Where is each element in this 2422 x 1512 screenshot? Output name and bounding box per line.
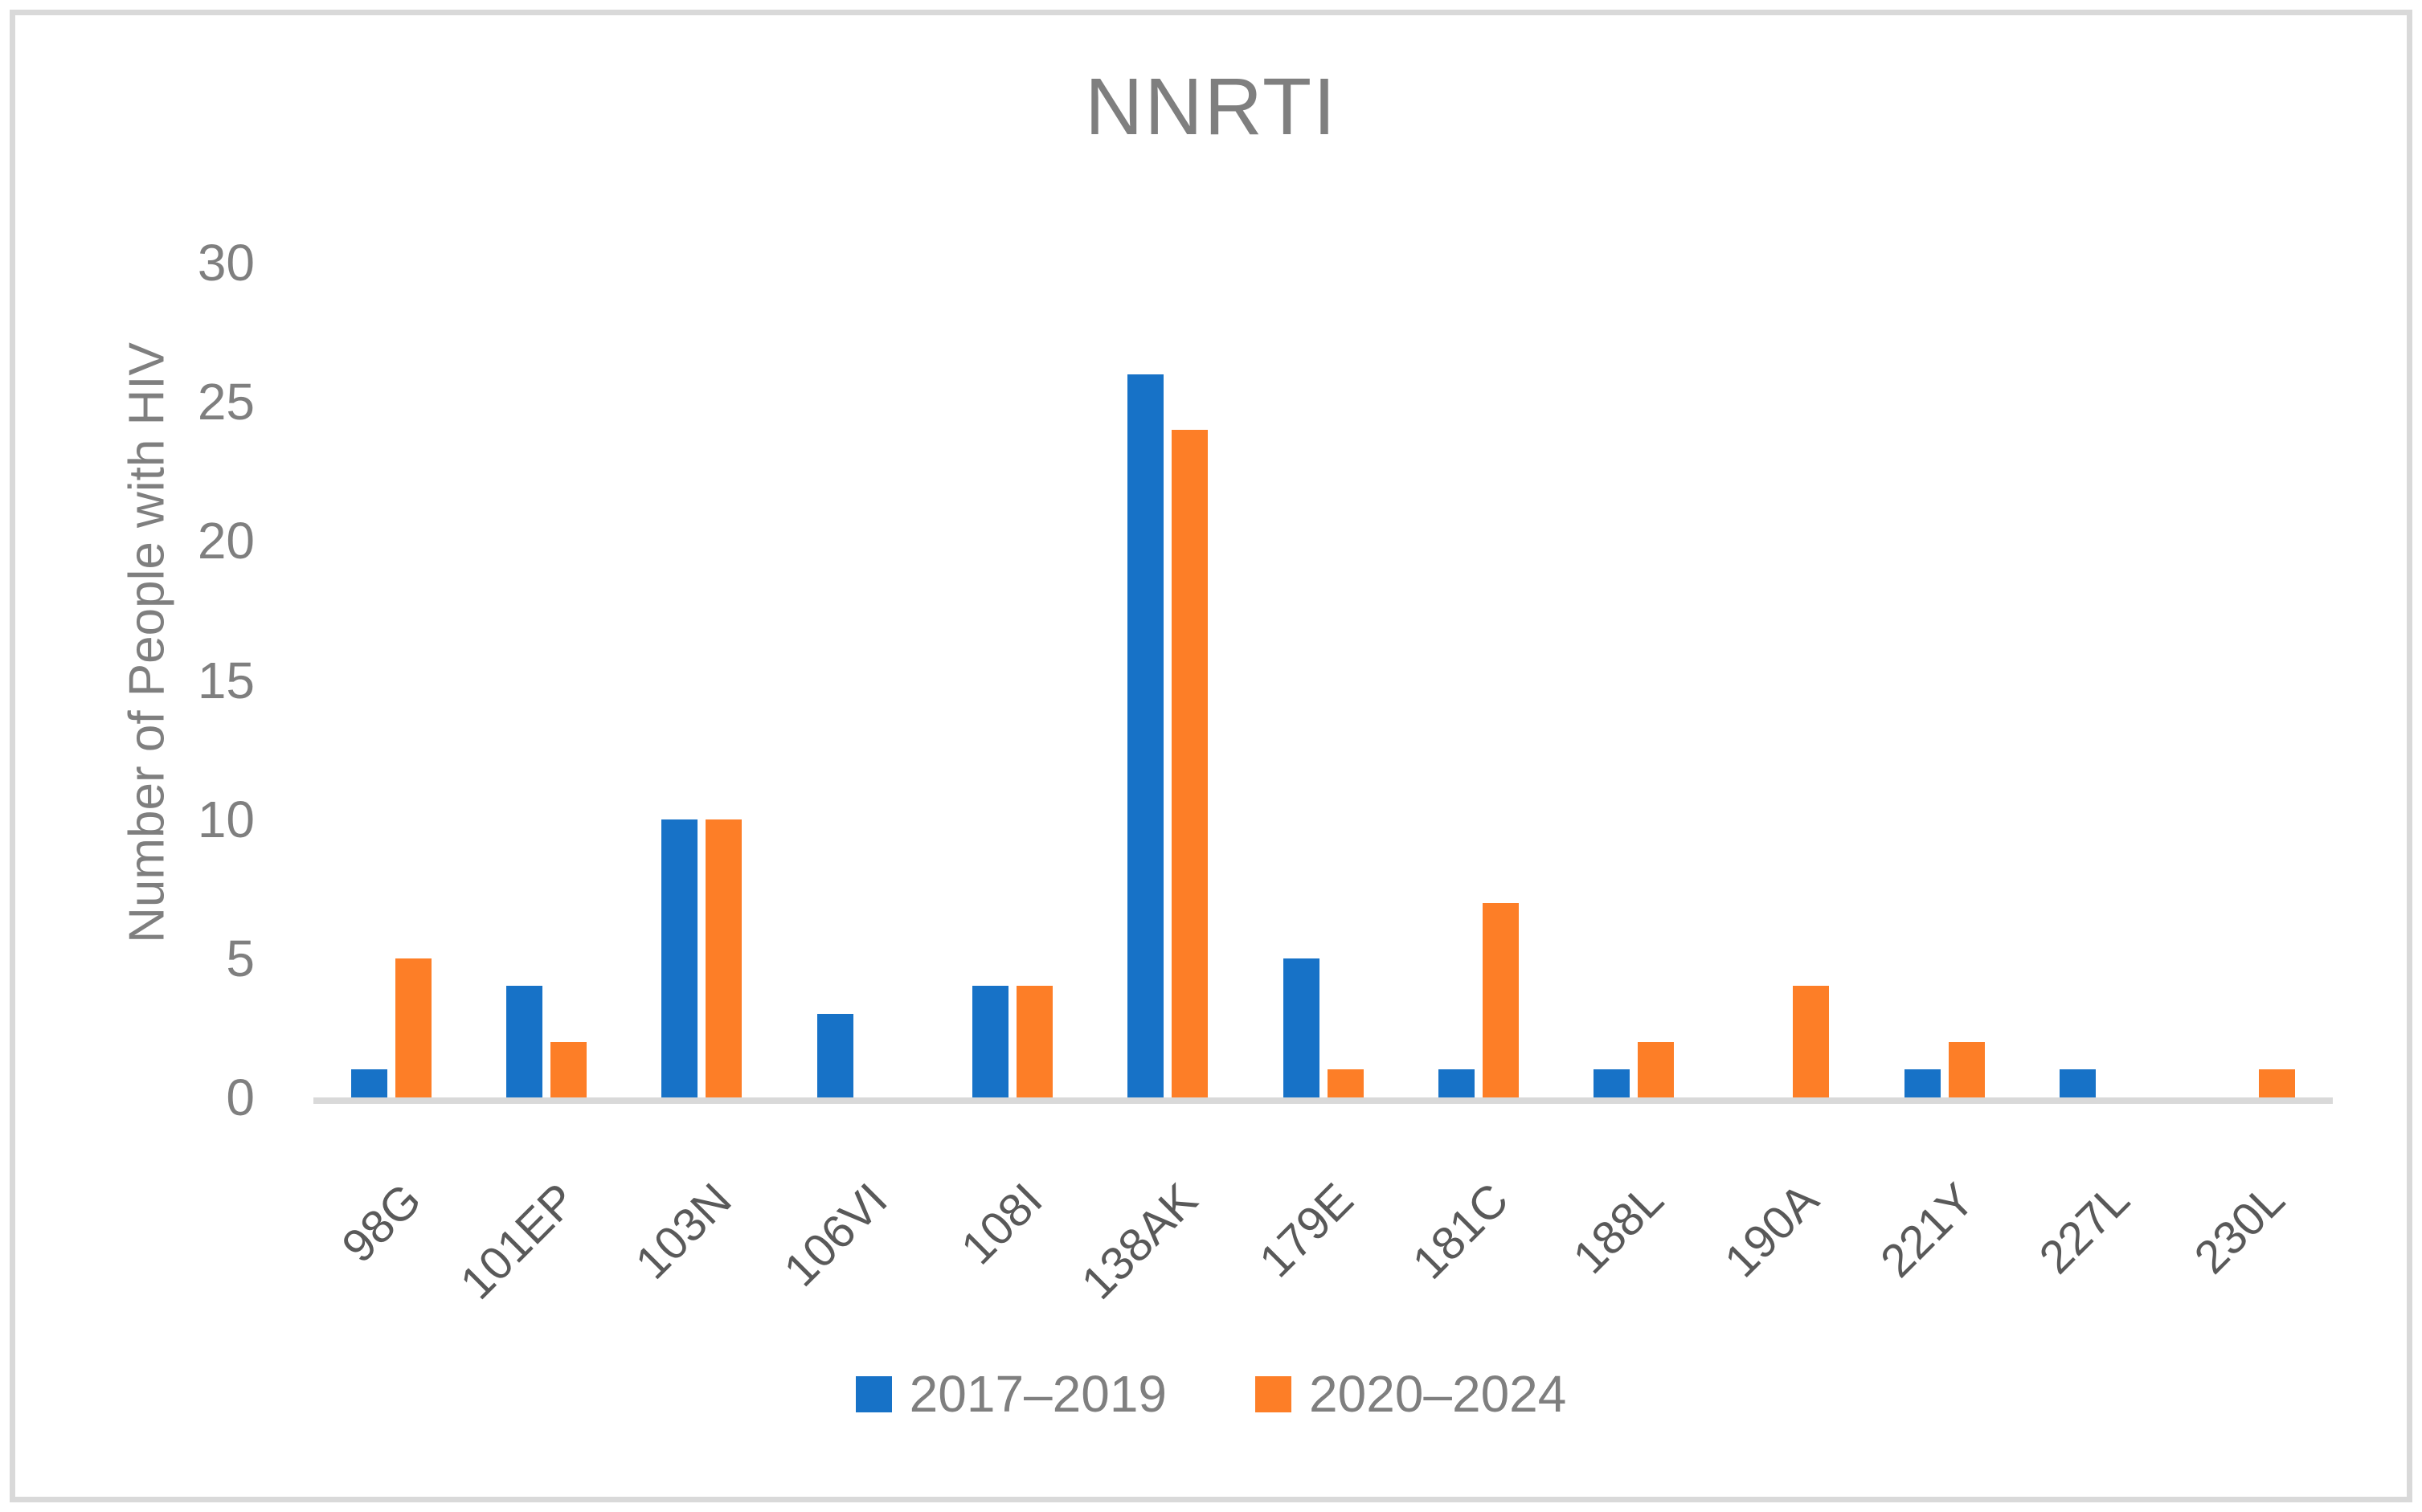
bar-108I-series1 (972, 986, 1008, 1097)
bar-190A-series2 (1793, 986, 1830, 1097)
bar-181C-series2 (1482, 902, 1519, 1097)
bar-106VI-series1 (816, 1014, 853, 1097)
bar-103N-series2 (706, 819, 743, 1097)
bar-179E-series1 (1283, 958, 1319, 1097)
y-tick-label: 25 (197, 373, 255, 431)
legend: 2017–2019 2020–2024 (0, 1364, 2422, 1424)
bar-221Y-series1 (1904, 1069, 1941, 1097)
y-tick-label: 10 (197, 790, 255, 848)
legend-item-2: 2020–2024 (1255, 1364, 1566, 1424)
y-tick-label: 20 (197, 512, 255, 570)
bar-103N-series1 (661, 819, 698, 1097)
y-tick-label: 0 (226, 1069, 255, 1126)
bar-227L-series1 (2060, 1069, 2097, 1097)
legend-label: 2017–2019 (909, 1365, 1167, 1423)
bar-230L-series2 (2259, 1069, 2296, 1097)
bar-98G-series2 (395, 958, 432, 1097)
chart-title: NNRTI (1085, 62, 1337, 152)
y-tick-label: 30 (197, 234, 255, 292)
bar-138AK-series2 (1172, 429, 1209, 1097)
legend-swatch-icon (855, 1375, 892, 1412)
legend-label: 2020–2024 (1309, 1365, 1567, 1423)
bar-221Y-series2 (1948, 1041, 1985, 1097)
bar-101EP-series1 (505, 986, 542, 1097)
x-axis-line (313, 1097, 2333, 1104)
bar-181C-series1 (1438, 1069, 1475, 1097)
y-tick-label: 5 (226, 929, 255, 987)
bar-101EP-series2 (550, 1041, 587, 1097)
bar-138AK-series1 (1127, 374, 1164, 1097)
legend-swatch-icon (1255, 1375, 1291, 1412)
bar-188L-series2 (1638, 1041, 1675, 1097)
bar-108I-series2 (1016, 986, 1053, 1097)
y-tick-label: 15 (197, 651, 255, 709)
bar-179E-series2 (1327, 1069, 1364, 1097)
y-axis-title: Number of People with HIV (119, 342, 175, 943)
chart-border-frame (10, 10, 2412, 1502)
legend-item-1: 2017–2019 (855, 1364, 1167, 1424)
bar-98G-series1 (350, 1069, 387, 1097)
bar-188L-series1 (1594, 1069, 1630, 1097)
